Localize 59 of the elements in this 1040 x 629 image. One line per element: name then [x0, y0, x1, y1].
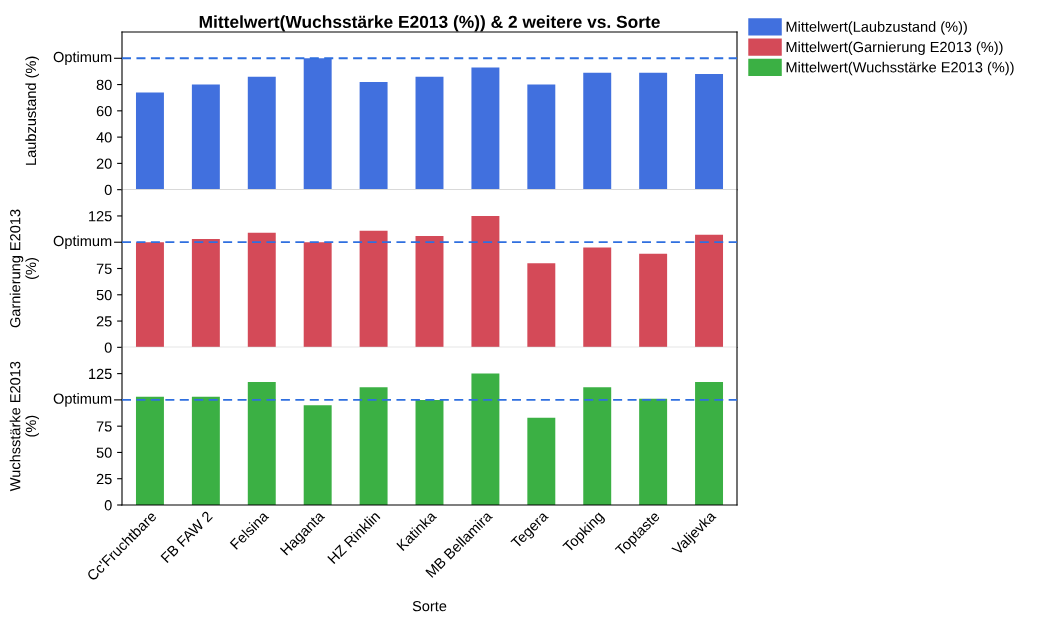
bar: [415, 399, 444, 505]
bar: [247, 382, 276, 505]
ref-line-label: Optimum: [53, 393, 112, 407]
bar: [135, 242, 164, 348]
y-tick-label: 125: [89, 211, 112, 222]
y-tick-label: 0: [104, 500, 112, 511]
bar: [639, 398, 668, 505]
y-axis-title: Laubzustand (%): [25, 56, 39, 165]
bar: [359, 81, 388, 190]
bar: [359, 387, 388, 505]
bar: [135, 396, 164, 505]
bar: [583, 387, 612, 505]
legend-label: Mittelwert(Laubzustand (%)): [786, 21, 967, 35]
chart-title: Mittelwert(Wuchsstärke E2013 (%)) & 2 weitere vs. Sorte: [199, 15, 660, 32]
bar: [247, 232, 276, 348]
bar: [471, 67, 500, 190]
bar: [583, 247, 612, 348]
bar: [695, 74, 724, 190]
y-tick-label: 60: [96, 105, 112, 117]
bar: [527, 263, 556, 348]
y-axis-title: Wuchsstärke E2013 (%): [9, 361, 39, 492]
bar: [471, 215, 500, 348]
legend-label: Mittelwert(Garnierung E2013 (%)): [786, 41, 1003, 56]
bar: [527, 417, 556, 505]
y-tick-label: 0: [104, 342, 112, 353]
bar: [303, 58, 332, 190]
y-tick-label: 80: [96, 79, 112, 90]
bar: [639, 253, 668, 348]
bar: [247, 76, 276, 190]
y-tick-label: 25: [96, 316, 112, 327]
ref-line-label: Optimum: [53, 235, 112, 250]
bar: [415, 235, 444, 348]
bar: [191, 239, 220, 348]
bar: [695, 234, 724, 348]
y-tick-label: 50: [96, 289, 112, 301]
y-tick-label: 75: [96, 421, 112, 432]
bar: [191, 84, 220, 190]
bar: [639, 72, 668, 190]
legend-label: Mittelwert(Wuchsstärke E2013 (%)): [786, 61, 1014, 76]
bar: [471, 373, 500, 505]
bar: [359, 230, 388, 348]
y-tick-label: 125: [89, 368, 112, 380]
y-tick-label: 40: [96, 132, 112, 143]
x-axis-title: Sorte: [412, 600, 447, 612]
bar: [191, 396, 220, 505]
bar: [695, 382, 724, 505]
ref-line-label: Optimum: [53, 51, 112, 66]
bar: [415, 76, 444, 190]
bar: [303, 405, 332, 505]
bar: [303, 242, 332, 348]
bar: [527, 84, 556, 190]
bar: [135, 92, 164, 190]
y-tick-label: 75: [96, 263, 112, 274]
y-tick-label: 25: [96, 473, 112, 485]
y-tick-label: 20: [96, 158, 112, 169]
y-tick-label: 0: [104, 184, 112, 196]
bar: [583, 72, 612, 190]
y-axis-title: Garnierung E2013 (%): [9, 209, 39, 328]
y-tick-label: 50: [96, 447, 112, 458]
